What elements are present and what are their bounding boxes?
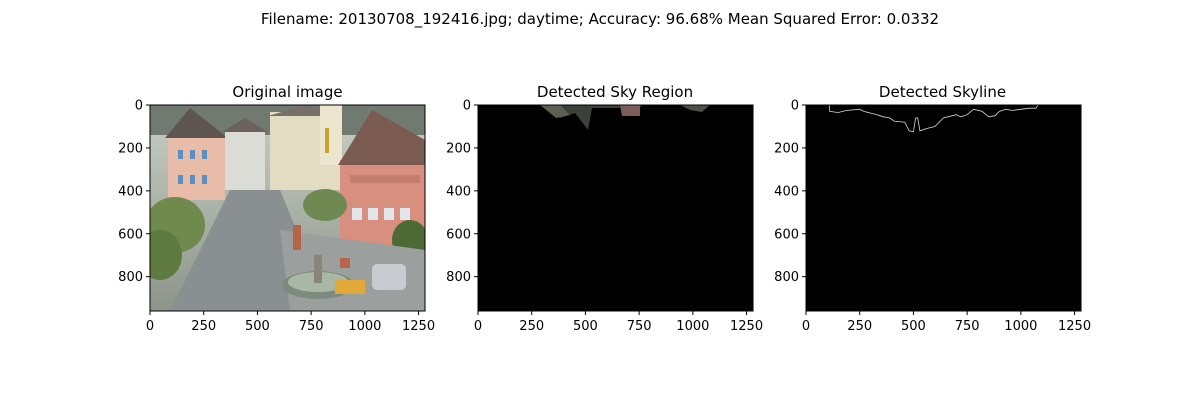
y-tick-label: 200 xyxy=(118,141,143,156)
x-tick-label: 0 xyxy=(474,319,482,334)
y-tick-label: 800 xyxy=(118,270,143,285)
panel-title: Detected Skyline xyxy=(879,83,1006,101)
y-tick-label: 600 xyxy=(774,227,799,242)
y-tick-label: 600 xyxy=(446,227,471,242)
x-tick-label: 1000 xyxy=(676,319,709,334)
x-tick-label: 500 xyxy=(245,319,270,334)
x-tick-label: 1000 xyxy=(1004,319,1037,334)
sky-region-mask xyxy=(478,105,753,311)
x-tick-label: 250 xyxy=(519,319,544,334)
x-tick-label: 0 xyxy=(802,319,810,334)
y-tick-label: 0 xyxy=(135,99,143,114)
y-tick-label: 800 xyxy=(774,270,799,285)
x-tick-label: 1250 xyxy=(1058,319,1091,334)
x-tick-label: 0 xyxy=(146,319,154,334)
y-tick-label: 400 xyxy=(118,184,143,199)
x-tick-label: 750 xyxy=(955,319,980,334)
photo-town-square xyxy=(150,105,425,311)
y-tick-label: 400 xyxy=(774,184,799,199)
panel-title: Detected Sky Region xyxy=(537,83,693,101)
x-tick-label: 1250 xyxy=(402,319,435,334)
skyline-contour xyxy=(829,104,1039,133)
skyline-panel: Detected Skyline xyxy=(806,83,1081,311)
figure-title: Filename: 20130708_192416.jpg; daytime; … xyxy=(261,10,939,29)
x-tick-label: 500 xyxy=(901,319,926,334)
axes-frame xyxy=(805,104,1082,312)
x-tick-label: 250 xyxy=(847,319,872,334)
y-tick-label: 200 xyxy=(446,141,471,156)
y-tick-label: 0 xyxy=(463,99,471,114)
axes-layer: 0 250 500 750 1000 1250 0 200 400 600 800 0 250 500 75… xyxy=(118,99,1091,335)
x-tick-label: 750 xyxy=(299,319,324,334)
y-tick-label: 600 xyxy=(118,227,143,242)
skyline-mask xyxy=(806,104,1081,311)
x-tick-label: 250 xyxy=(191,319,216,334)
x-tick-label: 750 xyxy=(627,319,652,334)
sky-region-panel: Detected Sky Region xyxy=(478,83,753,311)
y-tick-label: 400 xyxy=(446,184,471,199)
y-tick-label: 800 xyxy=(446,270,471,285)
original-image-panel: Original image xyxy=(150,83,425,311)
y-tick-label: 200 xyxy=(774,141,799,156)
panel-title: Original image xyxy=(232,83,342,101)
x-tick-label: 1000 xyxy=(348,319,381,334)
axes-frame xyxy=(149,104,426,312)
x-tick-label: 500 xyxy=(573,319,598,334)
axes-frame xyxy=(477,104,754,312)
x-tick-label: 1250 xyxy=(730,319,763,334)
y-tick-label: 0 xyxy=(791,99,799,114)
